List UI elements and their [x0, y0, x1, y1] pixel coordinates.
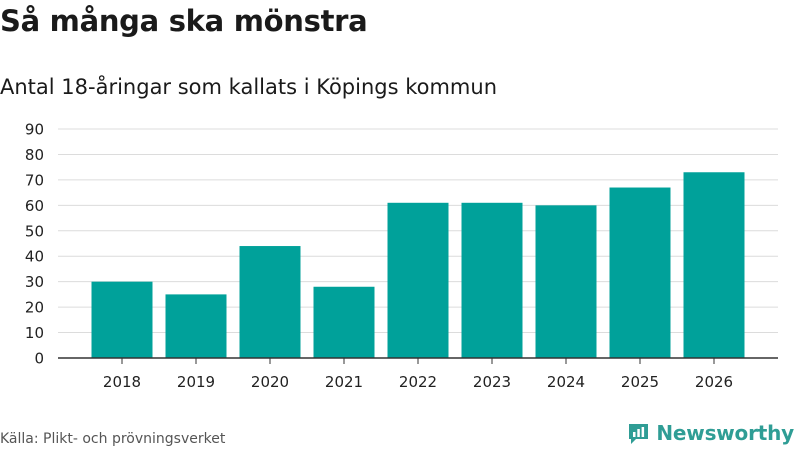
bar — [313, 286, 375, 358]
x-tick-label: 2020 — [251, 373, 289, 391]
y-tick-label: 30 — [25, 273, 44, 291]
x-tick-label: 2024 — [547, 373, 585, 391]
bar — [91, 281, 153, 358]
x-tick-label: 2023 — [473, 373, 511, 391]
bar — [683, 172, 745, 358]
x-tick-label: 2026 — [695, 373, 733, 391]
brand-logo: Newsworthy — [627, 421, 794, 445]
chart-subtitle: Antal 18-åringar som kallats i Köpings k… — [0, 75, 498, 99]
bar — [387, 202, 449, 358]
bar — [239, 246, 301, 358]
chart-title: Så många ska mönstra — [0, 4, 368, 38]
source-note: Källa: Plikt- och prövningsverket — [0, 431, 226, 447]
y-tick-label: 10 — [25, 324, 44, 342]
x-tick-label: 2025 — [621, 373, 659, 391]
x-tick-label: 2021 — [325, 373, 363, 391]
y-tick-label: 90 — [25, 121, 44, 139]
y-tick-label: 60 — [25, 197, 44, 215]
x-tick-label: 2018 — [103, 373, 141, 391]
y-tick-label: 40 — [25, 248, 44, 266]
y-tick-label: 70 — [25, 171, 44, 189]
newsworthy-logo-icon — [629, 423, 649, 444]
x-tick-label: 2022 — [399, 373, 437, 391]
y-tick-label: 50 — [25, 222, 44, 240]
bar — [609, 187, 671, 358]
bar — [165, 294, 227, 358]
y-tick-label: 20 — [25, 299, 44, 317]
y-tick-label: 0 — [34, 350, 44, 368]
x-tick-label: 2019 — [177, 373, 215, 391]
y-tick-label: 80 — [25, 146, 44, 164]
brand-name: Newsworthy — [656, 421, 794, 445]
bar — [461, 202, 523, 358]
bar — [535, 205, 597, 358]
